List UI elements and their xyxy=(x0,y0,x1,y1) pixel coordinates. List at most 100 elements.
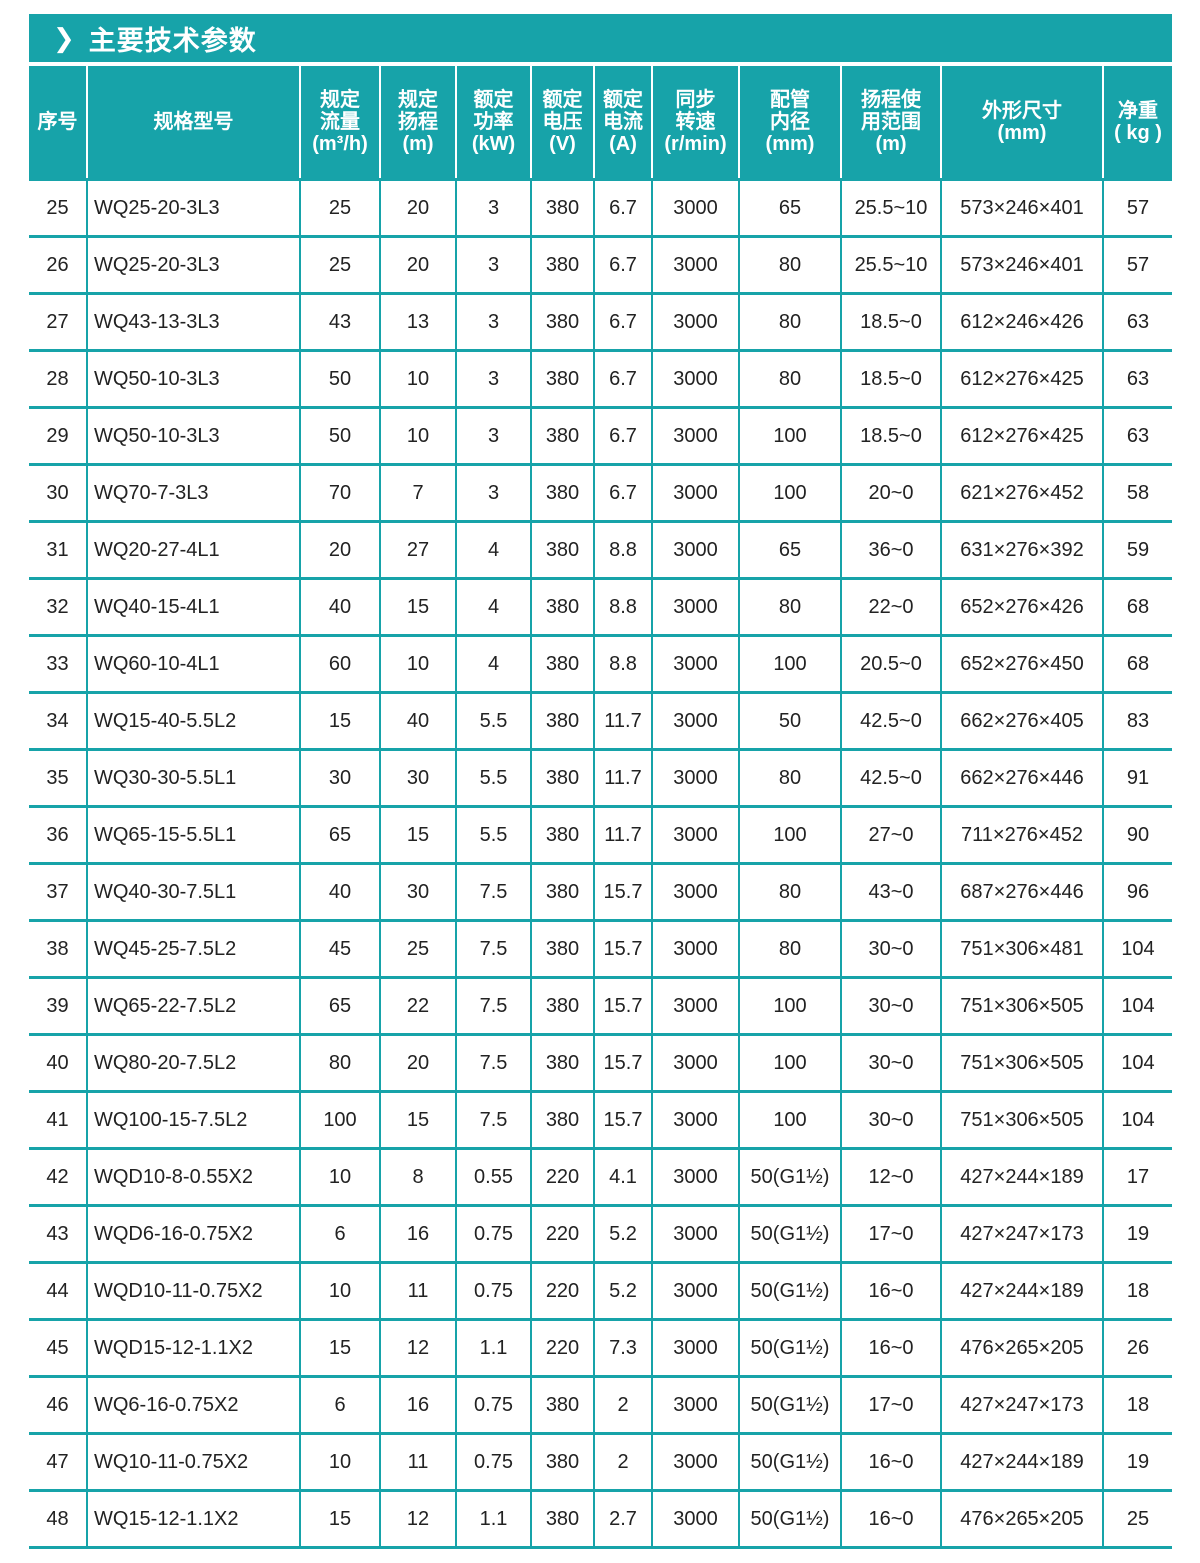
table-cell: 380 xyxy=(530,749,594,808)
table-cell: 100 xyxy=(738,407,841,466)
column-header-line: 规格型号 xyxy=(153,111,234,133)
table-cell: 751×306×481 xyxy=(940,920,1103,979)
table-cell: 80 xyxy=(738,236,841,295)
table-cell: 427×247×173 xyxy=(940,1376,1103,1435)
table-cell: 0.75 xyxy=(455,1205,531,1264)
table-cell: 16 xyxy=(379,1205,456,1264)
table-cell: 6.7 xyxy=(593,464,652,523)
column-header-line: 净重 xyxy=(1118,100,1158,122)
table-cell: WQD10-11-0.75X2 xyxy=(86,1262,300,1321)
table-cell: 83 xyxy=(1102,692,1172,751)
table-cell: 12 xyxy=(379,1319,456,1378)
table-cell: WQ25-20-3L3 xyxy=(86,236,300,295)
table-cell: 652×276×450 xyxy=(940,635,1103,694)
table-cell: 80 xyxy=(738,578,841,637)
table-cell: 380 xyxy=(530,178,594,238)
table-cell: 8 xyxy=(379,1148,456,1207)
table-row: 27 WQ43-13-3L3 43 13 3 380 6.7 3000 80 18.5~0 612×… xyxy=(29,293,1172,352)
table-cell: 4 xyxy=(455,578,531,637)
column-header-line: 扬程 xyxy=(398,111,438,133)
table-cell: 43~0 xyxy=(840,863,941,922)
table-cell: 17 xyxy=(1102,1148,1172,1207)
table-cell: 19 xyxy=(1102,1205,1172,1264)
column-header: 规定 扬程 (m) xyxy=(379,66,456,180)
table-cell: 45 xyxy=(29,1319,87,1378)
table-row: 33 WQ60-10-4L1 60 10 4 380 8.8 3000 100 20.5~0 652… xyxy=(29,635,1172,694)
table-cell: 3 xyxy=(455,407,531,466)
table-cell: 3000 xyxy=(651,806,739,865)
table-cell: 5.2 xyxy=(593,1205,652,1264)
table-cell: 7.5 xyxy=(455,1091,531,1150)
table-cell: 50(G1½) xyxy=(738,1376,841,1435)
table-cell: 30~0 xyxy=(840,1091,941,1150)
table-cell: 3 xyxy=(455,236,531,295)
table-cell: 27 xyxy=(379,521,456,580)
table-cell: 5.5 xyxy=(455,692,531,751)
table-cell: 612×276×425 xyxy=(940,407,1103,466)
table-row: 47 WQ10-11-0.75X2 10 11 0.75 380 2 3000 50(G1½) 1… xyxy=(29,1433,1172,1492)
table-cell: 65 xyxy=(299,806,380,865)
table-cell: 70 xyxy=(299,464,380,523)
table-row: 28 WQ50-10-3L3 50 10 3 380 6.7 3000 80 18.5~0 612×… xyxy=(29,350,1172,409)
table-cell: 612×246×426 xyxy=(940,293,1103,352)
table-cell: 42 xyxy=(29,1148,87,1207)
table-cell: 15.7 xyxy=(593,1034,652,1093)
table-cell: 3000 xyxy=(651,521,739,580)
table-cell: 16~0 xyxy=(840,1262,941,1321)
table-cell: 60 xyxy=(299,635,380,694)
table-cell: WQ50-10-3L3 xyxy=(86,350,300,409)
table-cell: 380 xyxy=(530,806,594,865)
table-cell: 59 xyxy=(1102,521,1172,580)
table-cell: WQ25-20-3L3 xyxy=(86,178,300,238)
column-header: 外形尺寸 (mm) xyxy=(940,66,1103,180)
column-header: 规定 流量 (m³/h) xyxy=(299,66,380,180)
table-cell: 12~0 xyxy=(840,1148,941,1207)
table-cell: 15.7 xyxy=(593,863,652,922)
table-cell: 11 xyxy=(379,1433,456,1492)
table-row: 48 WQ15-12-1.1X2 15 12 1.1 380 2.7 3000 50(G1½) 1… xyxy=(29,1490,1172,1549)
column-header-line: (m³/h) xyxy=(312,133,368,155)
table-cell: 380 xyxy=(530,407,594,466)
table-cell: 3000 xyxy=(651,178,739,238)
column-header-line: 规定 xyxy=(320,89,360,111)
table-row: 43 WQD6-16-0.75X2 6 16 0.75 220 5.2 3000 50(G1½)… xyxy=(29,1205,1172,1264)
table-cell: 476×265×205 xyxy=(940,1319,1103,1378)
table-cell: 100 xyxy=(738,806,841,865)
table-cell: 36~0 xyxy=(840,521,941,580)
table-cell: 3000 xyxy=(651,977,739,1036)
table-cell: 25.5~10 xyxy=(840,178,941,238)
table-cell: 380 xyxy=(530,350,594,409)
table-cell: 662×276×446 xyxy=(940,749,1103,808)
table-cell: 15 xyxy=(379,1091,456,1150)
table-cell: 10 xyxy=(299,1148,380,1207)
table-cell: 380 xyxy=(530,521,594,580)
table-cell: 751×306×505 xyxy=(940,1034,1103,1093)
table-cell: WQD15-12-1.1X2 xyxy=(86,1319,300,1378)
table-cell: 29 xyxy=(29,407,87,466)
table-cell: 6 xyxy=(299,1376,380,1435)
table-cell: 20 xyxy=(379,1034,456,1093)
table-cell: 20 xyxy=(299,521,380,580)
header-row: 序号 规格型号 规定 流量 (m³/h) 规定 扬程 (m) 额定 功率 (kW) 额定 电压 (V) 额定… xyxy=(29,66,1172,180)
table-cell: 427×244×189 xyxy=(940,1148,1103,1207)
table-cell: 380 xyxy=(530,863,594,922)
table-cell: 100 xyxy=(738,464,841,523)
table-cell: 687×276×446 xyxy=(940,863,1103,922)
table-cell: 7 xyxy=(379,464,456,523)
table-cell: 46 xyxy=(29,1376,87,1435)
table-cell: WQ43-13-3L3 xyxy=(86,293,300,352)
table-cell: 65 xyxy=(299,977,380,1036)
table-cell: 50(G1½) xyxy=(738,1205,841,1264)
table-cell: 3000 xyxy=(651,464,739,523)
table-cell: 50(G1½) xyxy=(738,1433,841,1492)
column-header-line: 同步 xyxy=(675,89,716,111)
table-cell: WQ40-15-4L1 xyxy=(86,578,300,637)
table-cell: 80 xyxy=(738,350,841,409)
table-cell: WQ60-10-4L1 xyxy=(86,635,300,694)
table-row: 40 WQ80-20-7.5L2 80 20 7.5 380 15.7 3000 100 30~0… xyxy=(29,1034,1172,1093)
table-cell: 104 xyxy=(1102,920,1172,979)
table-cell: 65 xyxy=(738,521,841,580)
table-cell: 17~0 xyxy=(840,1376,941,1435)
table-row: 45 WQD15-12-1.1X2 15 12 1.1 220 7.3 3000 50(G1½)… xyxy=(29,1319,1172,1378)
column-header-line: 扬程使 xyxy=(861,89,921,111)
